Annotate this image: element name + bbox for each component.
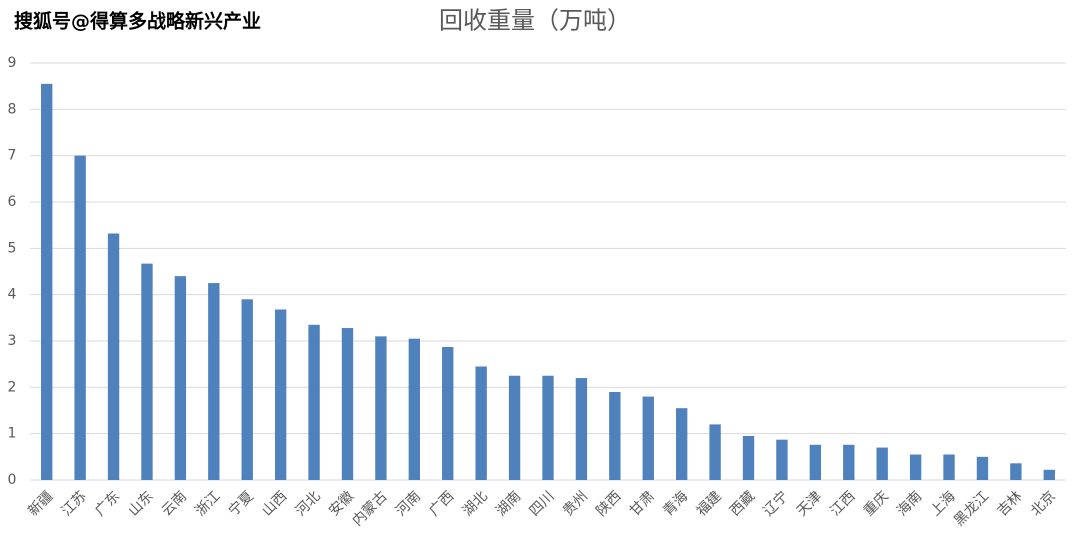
bar (408, 338, 421, 480)
bar (107, 233, 120, 480)
bar (609, 391, 621, 480)
y-tick-label: 2 (8, 379, 17, 395)
bar (208, 283, 220, 480)
bar (475, 366, 487, 480)
bar (675, 408, 688, 480)
bar (642, 396, 654, 480)
bar (542, 375, 554, 480)
bar (341, 328, 354, 480)
bar (809, 444, 822, 480)
bar (776, 439, 788, 480)
bar (141, 263, 153, 480)
bar (308, 324, 320, 480)
bar (241, 299, 253, 480)
y-tick-label: 1 (8, 426, 17, 442)
bar (575, 378, 588, 480)
bar (876, 447, 888, 480)
bar (709, 424, 721, 480)
bar (41, 83, 53, 480)
bar (1043, 469, 1055, 480)
y-tick-label: 8 (8, 101, 17, 117)
bar (742, 435, 755, 480)
y-tick-label: 9 (8, 55, 17, 71)
bar (843, 444, 855, 480)
y-tick-label: 7 (8, 148, 17, 164)
y-tick-label: 4 (8, 287, 17, 303)
bar (442, 347, 454, 480)
bar (274, 309, 287, 480)
bar (976, 456, 989, 480)
bar (909, 454, 922, 480)
y-tick-label: 5 (8, 240, 17, 256)
bar (943, 454, 955, 480)
y-tick-label: 3 (8, 333, 17, 349)
y-tick-label: 6 (8, 194, 17, 210)
watermark: 搜狐号@得算多战略新兴产业 (14, 10, 261, 33)
bar (74, 155, 86, 480)
bar (508, 375, 521, 480)
bar (174, 276, 187, 480)
bar (375, 336, 387, 480)
y-tick-label: 0 (8, 472, 17, 488)
bar (1010, 463, 1022, 480)
chart-title: 回收重量（万吨） (439, 7, 631, 35)
